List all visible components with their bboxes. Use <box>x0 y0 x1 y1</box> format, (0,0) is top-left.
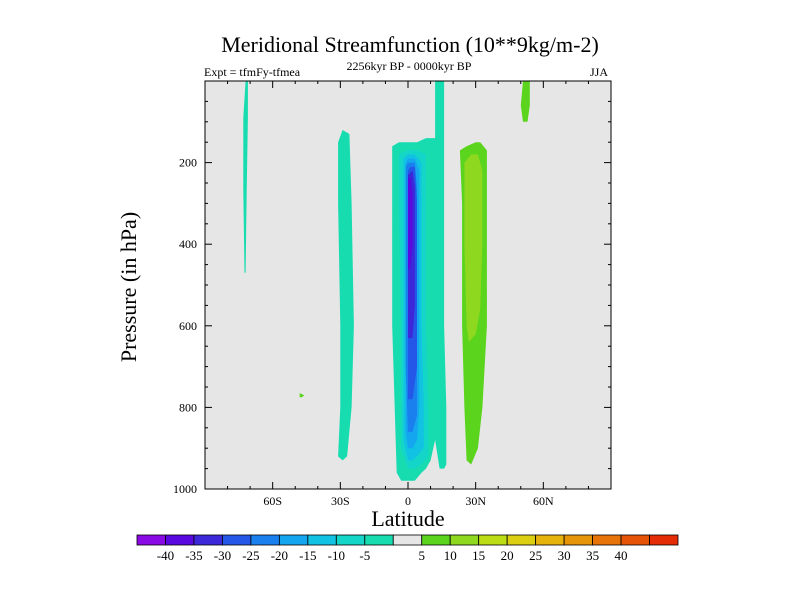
colorbar-swatch <box>392 534 423 546</box>
colorbar-swatch <box>563 534 593 546</box>
y-tick-label: 800 <box>179 400 197 414</box>
colorbar-label: -5 <box>359 548 370 563</box>
colorbar-label: -30 <box>214 548 231 563</box>
axis-tick-labels: 60S 30S 0 30N 60N 200 400 600 800 1000 <box>173 156 554 508</box>
colorbar-label: -15 <box>299 548 316 563</box>
colorbar-label: 5 <box>418 548 425 563</box>
colorbar-label: -35 <box>185 548 202 563</box>
colorbar-swatch <box>649 534 679 546</box>
colorbar-label: 30 <box>558 548 571 563</box>
contour-region-thin-high-lat-south <box>243 81 248 273</box>
x-tick-label: 30N <box>465 494 486 508</box>
colorbar-swatch <box>193 534 223 546</box>
colorbar-swatch <box>592 534 622 546</box>
colorbar-label: -20 <box>271 548 288 563</box>
colorbar-swatch <box>250 534 280 546</box>
colorbar-label: 25 <box>529 548 542 563</box>
contour-region-high-lat-north <box>520 81 530 122</box>
colorbar-swatch <box>449 534 480 546</box>
axis-ticks <box>205 81 611 490</box>
y-axis-label: Pressure (in hPa) <box>116 212 141 362</box>
x-tick-label: 60N <box>533 494 554 508</box>
colorbar-swatch <box>136 534 166 546</box>
colorbar-swatch <box>535 534 565 546</box>
colorbar-label: 15 <box>472 548 485 563</box>
season-label: JJA <box>590 65 608 79</box>
colorbar-label: -25 <box>242 548 259 563</box>
colorbar-swatch <box>165 534 195 546</box>
contour-region-tiny-south-patch <box>299 393 305 398</box>
colorbar-swatch <box>421 534 451 546</box>
contour-region-south-subtropical-cell <box>338 130 354 461</box>
chart-title: Meridional Streamfunction (10**9kg/m-2) <box>221 32 599 57</box>
contour-region-north-subtropical-positive-l10 <box>464 154 483 343</box>
colorbar-labels: -40 -35 -30 -25 -20 -15 -10 -5 5 10 15 20 25 30 35 40 <box>157 548 628 563</box>
colorbar-label: 10 <box>444 548 457 563</box>
colorbar-label: -40 <box>157 548 174 563</box>
colorbar-swatch <box>278 534 309 546</box>
colorbar-swatch <box>335 534 366 546</box>
colorbar-label: 40 <box>615 548 628 563</box>
colorbar-swatch <box>222 534 252 546</box>
contour-regions <box>243 81 530 481</box>
colorbar-swatch <box>478 534 508 546</box>
colorbar-swatch <box>364 534 394 546</box>
colorbar <box>136 534 679 546</box>
y-tick-label: 400 <box>179 237 197 251</box>
colorbar-label: 35 <box>586 548 599 563</box>
y-tick-label: 200 <box>179 156 197 170</box>
x-tick-label: 30S <box>331 494 350 508</box>
x-axis-label: Latitude <box>371 506 444 531</box>
colorbar-label: -10 <box>328 548 345 563</box>
colorbar-swatch <box>620 534 650 546</box>
y-tick-label: 1000 <box>173 482 197 496</box>
y-tick-label: 600 <box>179 319 197 333</box>
colorbar-label: 20 <box>501 548 514 563</box>
contour-region-hadley-l40 <box>408 176 413 269</box>
colorbar-swatch <box>307 534 337 546</box>
x-tick-label: 60S <box>263 494 282 508</box>
chart-subtitle: 2256kyr BP - 0000kyr BP <box>347 59 472 73</box>
x-tick-label: 0 <box>405 494 411 508</box>
colorbar-swatch <box>506 534 537 546</box>
experiment-label: Expt = tfmFy-tfmea <box>204 65 301 79</box>
